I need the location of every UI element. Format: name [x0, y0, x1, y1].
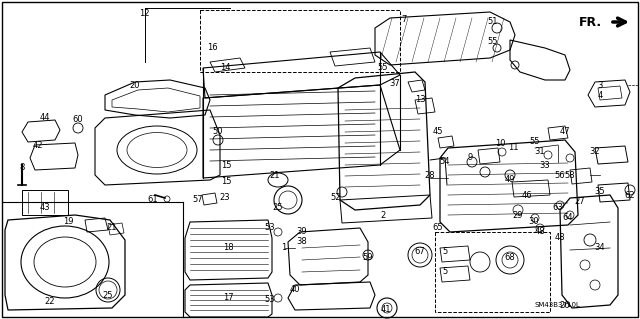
Text: 63: 63 — [552, 204, 563, 212]
Text: 51: 51 — [488, 18, 499, 26]
Text: 18: 18 — [223, 243, 234, 253]
Text: 13: 13 — [415, 95, 426, 105]
Text: 19: 19 — [63, 218, 73, 226]
Text: 42: 42 — [33, 140, 44, 150]
Text: 62: 62 — [625, 190, 636, 199]
Text: 47: 47 — [560, 128, 570, 137]
Text: 2: 2 — [380, 211, 386, 219]
Text: 37: 37 — [390, 79, 401, 88]
Text: 54: 54 — [440, 158, 451, 167]
Text: FR.: FR. — [579, 16, 602, 28]
Text: 57: 57 — [193, 195, 204, 204]
Text: 64: 64 — [563, 213, 573, 222]
Text: 21: 21 — [269, 170, 280, 180]
Text: 5: 5 — [442, 248, 447, 256]
Text: 60: 60 — [73, 115, 83, 124]
Text: 35: 35 — [595, 188, 605, 197]
Text: 53: 53 — [265, 295, 275, 305]
Text: 65: 65 — [433, 224, 444, 233]
Text: 46: 46 — [522, 190, 532, 199]
Text: 11: 11 — [508, 144, 518, 152]
Text: 45: 45 — [433, 128, 444, 137]
Text: 4: 4 — [597, 91, 603, 100]
Text: 44: 44 — [40, 114, 51, 122]
Text: 56: 56 — [555, 170, 565, 180]
Text: 32: 32 — [589, 147, 600, 157]
Bar — [435, 232, 550, 312]
Text: 68: 68 — [504, 254, 515, 263]
Text: 59: 59 — [363, 254, 373, 263]
Text: 55: 55 — [488, 38, 499, 47]
Text: 5: 5 — [442, 268, 447, 277]
Text: 29: 29 — [513, 211, 524, 219]
Text: 14: 14 — [220, 63, 230, 72]
Text: 1: 1 — [282, 243, 287, 253]
Text: 53: 53 — [265, 224, 275, 233]
Text: 34: 34 — [595, 243, 605, 253]
Text: 48: 48 — [555, 234, 565, 242]
Text: 8: 8 — [19, 164, 25, 173]
Bar — [200, 10, 400, 72]
Text: 43: 43 — [40, 203, 51, 211]
Text: 25: 25 — [273, 204, 284, 212]
Text: 40: 40 — [290, 286, 300, 294]
Text: 41: 41 — [381, 306, 391, 315]
Text: 55: 55 — [378, 63, 388, 72]
Text: 38: 38 — [296, 238, 307, 247]
Text: 23: 23 — [220, 194, 230, 203]
Text: 10: 10 — [495, 138, 505, 147]
Text: 25: 25 — [103, 291, 113, 300]
Text: 67: 67 — [415, 248, 426, 256]
Text: 48: 48 — [534, 227, 545, 236]
Text: 52: 52 — [331, 192, 341, 202]
Text: 58: 58 — [564, 170, 575, 180]
Text: 28: 28 — [425, 170, 435, 180]
Text: 15: 15 — [221, 160, 231, 169]
Text: 55: 55 — [530, 137, 540, 146]
Text: 31: 31 — [534, 147, 545, 157]
Text: 15: 15 — [221, 177, 231, 187]
Text: 3: 3 — [597, 80, 603, 90]
Text: 50: 50 — [212, 128, 223, 137]
Text: 61: 61 — [148, 196, 158, 204]
Text: 20: 20 — [130, 80, 140, 90]
Text: 21: 21 — [107, 224, 117, 233]
Text: 16: 16 — [207, 42, 218, 51]
Text: 39: 39 — [297, 227, 307, 236]
Text: 33: 33 — [540, 160, 550, 169]
Text: 9: 9 — [467, 152, 472, 161]
Text: 17: 17 — [223, 293, 234, 302]
Text: 7: 7 — [401, 16, 406, 25]
Text: 26: 26 — [560, 300, 570, 309]
Text: 12: 12 — [139, 10, 149, 19]
Text: SM43B3710L: SM43B3710L — [534, 302, 580, 308]
Text: 27: 27 — [575, 197, 586, 206]
Text: 22: 22 — [45, 298, 55, 307]
Text: 30: 30 — [529, 218, 540, 226]
Text: 49: 49 — [505, 175, 515, 184]
